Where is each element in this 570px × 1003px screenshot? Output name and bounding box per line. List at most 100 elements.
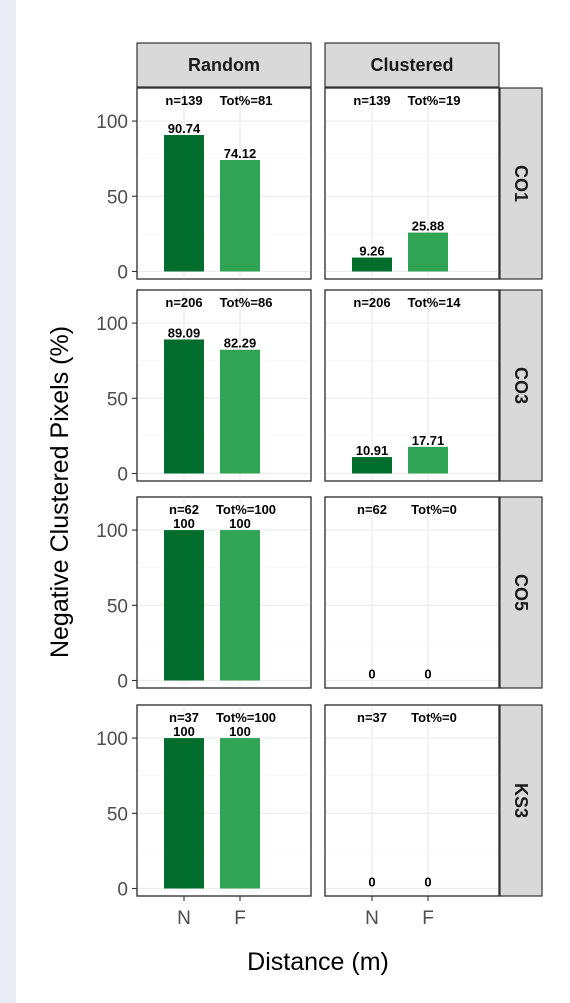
panel-co5-clustered: 0 0 n=62 Tot%=0 [324,496,500,689]
n-annotation: n=37 [169,710,199,725]
bar-value-label: 10.91 [356,443,389,458]
strip-background [499,496,543,689]
n-annotation: n=62 [357,502,387,517]
tot-annotation: Tot%=0 [411,710,457,725]
panel-border [324,496,500,689]
panel-border [136,87,312,280]
strip-background [499,704,543,897]
n-annotation: n=206 [353,295,390,310]
bar-value-label: 0 [424,874,431,889]
x-axis-title: Distance (m) [247,948,389,976]
panel-co3-random: 89.09 82.29 n=206 Tot%=86 [136,289,312,482]
panel-co3-clustered: 10.91 17.71 n=206 Tot%=14 [324,289,500,482]
bar-value-label: 100 [173,724,195,739]
bar-f [408,446,448,474]
bar-value-label: 89.09 [168,325,201,340]
tot-annotation: Tot%=86 [220,295,273,310]
bar-f [220,738,260,889]
x-tick-label: N [365,908,379,929]
bar-value-label: 0 [424,666,431,681]
y-tick-label: 50 [107,596,128,617]
panel-co1-clustered: 9.26 25.88 n=139 Tot%=19 [324,87,500,280]
row-strip-co1: CO1 [499,87,543,280]
bar-f [220,160,260,272]
row-strip-label: CO5 [511,574,531,611]
bar-n [164,738,204,889]
x-tick-label: N [177,908,191,929]
y-tick-label: 50 [107,804,128,825]
strip-background [499,87,543,280]
bar-value-label: 0 [368,666,375,681]
row-strip-co3: CO3 [499,289,543,482]
bar-n [164,135,204,272]
column-strip-label: Random [188,55,260,75]
bar-value-label: 74.12 [224,146,257,161]
n-annotation: n=37 [357,710,387,725]
panel-background [324,704,500,897]
row-strip-ks3: KS3 [499,704,543,897]
tot-annotation: Tot%=100 [216,502,276,517]
y-axis-title: Negative Clustered Pixels (%) [46,326,74,658]
panel-border [136,496,312,689]
panel-co1-random: 90.74 74.12 n=139 Tot%=81 [136,87,312,280]
y-tick-label: 0 [117,879,128,900]
strip-background [324,42,500,88]
bar-n [352,457,392,474]
bar-f [220,349,260,474]
x-tick-label: F [234,908,246,929]
y-tick-label: 0 [117,262,128,283]
panel-border [324,704,500,897]
panel-border [136,289,312,482]
bar-value-label: 100 [229,724,251,739]
y-tick-label: 50 [107,389,128,410]
bar-value-label: 100 [229,516,251,531]
tot-annotation: Tot%=14 [408,295,462,310]
column-strip-clustered: Clustered [324,42,500,88]
n-annotation: n=139 [165,93,202,108]
bar-value-label: 82.29 [224,336,257,351]
column-strip-random: Random [136,42,312,88]
row-strip-co5: CO5 [499,496,543,689]
bar-f [220,530,260,681]
bar-value-label: 17.71 [412,433,445,448]
bar-value-label: 90.74 [168,121,201,136]
tot-annotation: Tot%=0 [411,502,457,517]
n-annotation: n=139 [353,93,390,108]
row-strip-label: KS3 [511,783,531,818]
panel-background [324,496,500,689]
bar-f [408,232,448,272]
x-tick-label: F [422,908,434,929]
bar-value-label: 25.88 [412,219,445,234]
y-tick-label: 100 [96,729,128,750]
strip-background [499,289,543,482]
tot-annotation: Tot%=19 [408,93,461,108]
strip-background [136,42,312,88]
y-tick-label: 0 [117,464,128,485]
y-tick-label: 100 [96,112,128,133]
column-strip-label: Clustered [370,55,453,75]
n-annotation: n=206 [165,295,202,310]
bar-value-label: 0 [368,874,375,889]
row-strip-label: CO3 [511,367,531,404]
panel-border [136,704,312,897]
bar-value-label: 9.26 [359,244,384,259]
bar-n [352,257,392,272]
panel-border [324,87,500,280]
panel-ks3-clustered: 0 0 n=37 Tot%=0 [324,704,500,897]
panel-border [324,289,500,482]
n-annotation: n=62 [169,502,199,517]
y-tick-label: 100 [96,314,128,335]
y-tick-label: 50 [107,187,128,208]
tot-annotation: Tot%=100 [216,710,276,725]
y-tick-label: 100 [96,521,128,542]
bar-n [164,339,204,474]
bar-n [164,530,204,681]
row-strip-label: CO1 [511,165,531,202]
bar-value-label: 100 [173,516,195,531]
y-tick-label: 0 [117,671,128,692]
tot-annotation: Tot%=81 [220,93,273,108]
